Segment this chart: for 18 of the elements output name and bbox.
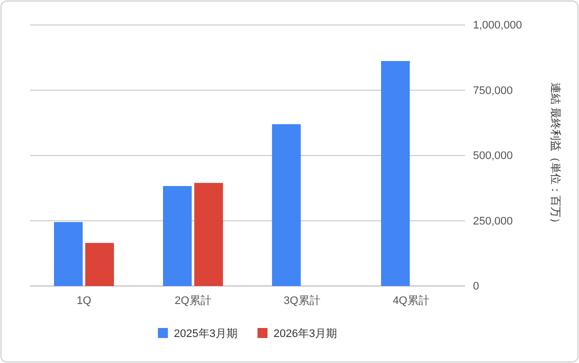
bar: [54, 222, 83, 286]
x-tick-label: 1Q: [76, 294, 92, 307]
bar: [163, 186, 192, 286]
bar: [381, 61, 410, 286]
bar: [85, 242, 114, 286]
bar: [194, 182, 223, 286]
y-tick-label: 0: [473, 280, 480, 293]
legend-label: 2026年3月期: [274, 328, 338, 340]
y-tick-label: 250,000: [473, 215, 513, 228]
x-tick-label: 4Q累計: [392, 294, 430, 307]
legend-label: 2025年3月期: [174, 328, 238, 340]
bar: [272, 124, 301, 286]
y-tick-label: 750,000: [473, 84, 513, 97]
x-tick-label: 3Q累計: [284, 294, 320, 307]
y-tick-label: 500,000: [473, 150, 513, 162]
y-tick-label: 1,000,000: [473, 20, 522, 32]
x-tick-label: 2Q累計: [174, 294, 212, 307]
y-axis-title: 連結 最終利益（単位：百万）: [549, 82, 562, 229]
